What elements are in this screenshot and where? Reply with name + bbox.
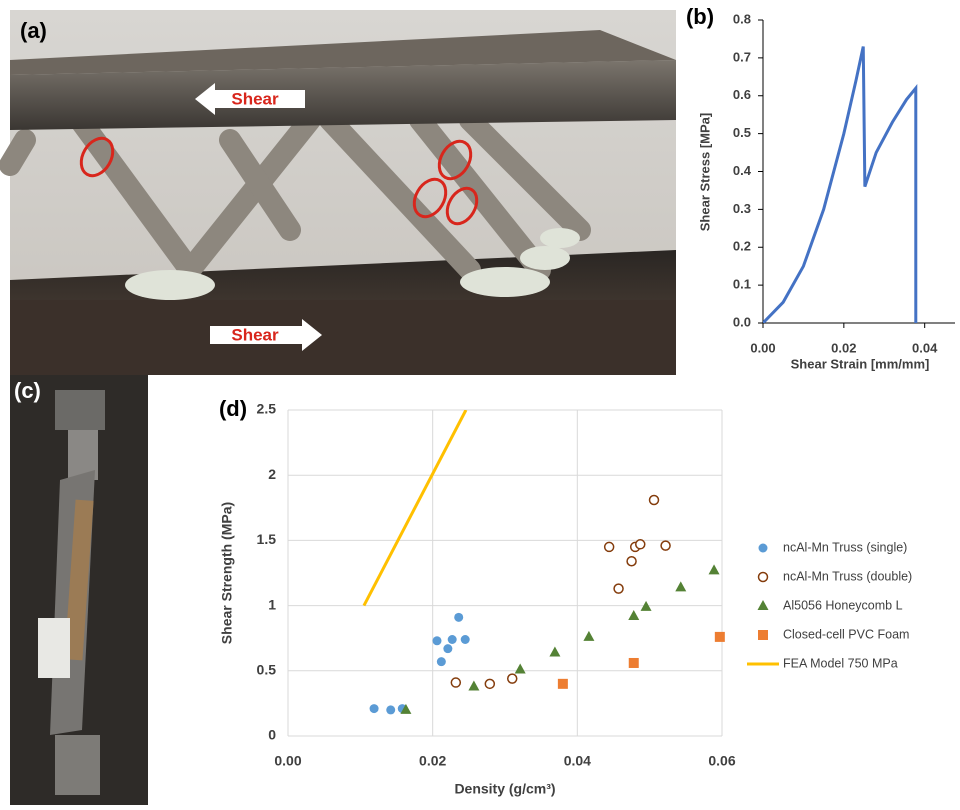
point bbox=[400, 703, 412, 714]
point bbox=[628, 657, 639, 668]
photo-c: (c) bbox=[10, 375, 148, 805]
y-tick-label: 0.3 bbox=[733, 201, 751, 216]
point bbox=[450, 677, 462, 688]
series-line bbox=[362, 410, 468, 607]
x-tick-label: 0.02 bbox=[419, 753, 446, 769]
point bbox=[626, 556, 637, 567]
y-tick-label: 2 bbox=[268, 466, 276, 482]
x-tick-label: 0.00 bbox=[750, 340, 775, 355]
photo-a: Shear Shear (a) bbox=[0, 10, 676, 375]
y-tick-label: 0.5 bbox=[733, 125, 751, 140]
point bbox=[583, 630, 595, 641]
panel-label: (c) bbox=[14, 378, 41, 403]
point bbox=[557, 678, 568, 689]
panel-label: (d) bbox=[219, 396, 247, 421]
y-tick-label: 0.4 bbox=[733, 163, 752, 178]
line bbox=[763, 46, 918, 323]
point bbox=[714, 631, 725, 642]
point bbox=[549, 646, 561, 657]
x-tick-label: 0.06 bbox=[708, 753, 735, 769]
point bbox=[447, 635, 457, 645]
point bbox=[436, 657, 446, 667]
y-tick-label: 0.7 bbox=[733, 49, 751, 64]
point bbox=[660, 540, 671, 551]
x-tick-label: 0.04 bbox=[564, 753, 591, 769]
point bbox=[635, 539, 646, 550]
y-tick-label: 1 bbox=[268, 596, 276, 612]
y-tick-label: 1.5 bbox=[257, 531, 277, 547]
point bbox=[757, 600, 769, 610]
panel-label: (a) bbox=[20, 18, 47, 43]
y-tick-label: 0.5 bbox=[257, 662, 277, 678]
point bbox=[432, 636, 442, 646]
point bbox=[506, 673, 518, 684]
point bbox=[613, 583, 624, 594]
y-tick-label: 0.1 bbox=[733, 277, 751, 292]
y-tick-label: 0.2 bbox=[733, 239, 751, 254]
point bbox=[460, 635, 470, 645]
point bbox=[708, 564, 720, 575]
point bbox=[675, 581, 687, 592]
point bbox=[628, 610, 640, 621]
y-axis-label: Shear Strength (MPa) bbox=[219, 502, 235, 644]
panel-label: (b) bbox=[686, 4, 714, 29]
y-axis-label: Shear Stress [MPa] bbox=[697, 113, 712, 232]
arrow-label: Shear bbox=[231, 89, 279, 108]
y-tick-label: 0.0 bbox=[733, 314, 751, 329]
point bbox=[369, 704, 379, 714]
point bbox=[454, 612, 464, 622]
point bbox=[648, 494, 660, 506]
point bbox=[484, 678, 496, 690]
point bbox=[386, 705, 396, 715]
x-tick-label: 0.02 bbox=[831, 340, 856, 355]
point bbox=[640, 600, 652, 611]
point bbox=[603, 541, 615, 553]
point bbox=[443, 644, 453, 654]
y-tick-label: 0 bbox=[268, 727, 276, 743]
x-tick-label: 0.00 bbox=[274, 753, 301, 769]
legend-label: ncAl-Mn Truss (double) bbox=[783, 569, 912, 583]
x-axis-label: Shear Strain [mm/mm] bbox=[791, 356, 930, 371]
point bbox=[514, 663, 526, 674]
point bbox=[758, 630, 768, 640]
legend-label: Al5056 Honeycomb L bbox=[783, 598, 903, 612]
legend-label: ncAl-Mn Truss (single) bbox=[783, 540, 907, 554]
y-tick-label: 0.8 bbox=[733, 11, 751, 26]
point bbox=[757, 571, 769, 583]
y-tick-label: 2.5 bbox=[257, 401, 277, 417]
legend-label: Closed-cell PVC Foam bbox=[783, 627, 909, 641]
x-tick-label: 0.04 bbox=[912, 340, 938, 355]
point bbox=[758, 543, 768, 553]
arrow-label: Shear bbox=[231, 325, 279, 344]
legend-label: FEA Model 750 MPa bbox=[783, 656, 898, 670]
x-axis-label: Density (g/cm³) bbox=[454, 781, 555, 797]
point bbox=[468, 680, 480, 691]
y-tick-label: 0.6 bbox=[733, 87, 751, 102]
